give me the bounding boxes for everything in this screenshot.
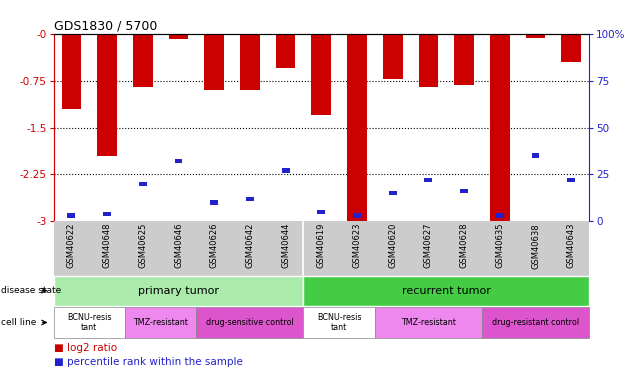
Text: GDS1830 / 5700: GDS1830 / 5700 [54, 20, 157, 33]
Bar [62, 34, 81, 109]
Bar [133, 34, 152, 87]
Text: GSM40638: GSM40638 [531, 223, 540, 268]
Text: drug-sensitive control: drug-sensitive control [206, 318, 294, 327]
Text: GSM40643: GSM40643 [567, 223, 576, 268]
Text: TMZ-resistant: TMZ-resistant [401, 318, 456, 327]
Text: GSM40626: GSM40626 [210, 223, 219, 268]
Text: GSM40646: GSM40646 [174, 223, 183, 268]
Bar [304, 276, 589, 306]
Bar [561, 34, 581, 62]
Bar [103, 211, 111, 216]
Bar [418, 34, 438, 87]
Bar [383, 34, 403, 79]
Text: ■ log2 ratio: ■ log2 ratio [54, 343, 117, 353]
Text: ■ percentile rank within the sample: ■ percentile rank within the sample [54, 357, 243, 367]
Bar [482, 308, 589, 338]
Text: GSM40627: GSM40627 [424, 223, 433, 268]
Bar [532, 153, 539, 158]
Bar [353, 213, 361, 218]
Bar [375, 308, 482, 338]
Bar [240, 34, 260, 90]
Text: drug-resistant control: drug-resistant control [492, 318, 579, 327]
Text: cell line: cell line [1, 318, 37, 327]
Bar [460, 189, 468, 194]
Bar [197, 308, 304, 338]
Bar [210, 200, 218, 205]
Text: GSM40620: GSM40620 [388, 223, 397, 268]
Bar [204, 34, 224, 90]
Bar [318, 210, 325, 214]
Bar [169, 34, 188, 39]
Text: GSM40619: GSM40619 [317, 223, 326, 268]
Bar [54, 308, 125, 338]
Text: BCNU-resis
tant: BCNU-resis tant [317, 313, 362, 332]
Bar [246, 196, 254, 201]
Bar [304, 308, 375, 338]
Text: recurrent tumor: recurrent tumor [402, 286, 491, 296]
Text: GSM40648: GSM40648 [103, 223, 112, 268]
Bar [425, 178, 432, 182]
Bar [454, 34, 474, 85]
Bar [490, 34, 510, 221]
Bar [175, 159, 183, 164]
Text: GSM40623: GSM40623 [353, 223, 362, 268]
Text: GSM40644: GSM40644 [281, 223, 290, 268]
Bar [276, 34, 295, 68]
Bar [139, 182, 147, 186]
Text: GSM40628: GSM40628 [460, 223, 469, 268]
Text: BCNU-resis
tant: BCNU-resis tant [67, 313, 112, 332]
Bar [389, 191, 397, 195]
Text: GSM40635: GSM40635 [495, 223, 504, 268]
Text: TMZ-resistant: TMZ-resistant [133, 318, 188, 327]
Bar [347, 34, 367, 221]
Text: primary tumor: primary tumor [138, 286, 219, 296]
Text: disease state: disease state [1, 286, 62, 295]
Bar [125, 308, 197, 338]
Text: GSM40622: GSM40622 [67, 223, 76, 268]
Bar [282, 168, 290, 173]
Bar [525, 34, 546, 38]
Bar [567, 178, 575, 182]
Bar [67, 213, 76, 218]
Text: GSM40642: GSM40642 [246, 223, 255, 268]
Bar [311, 34, 331, 115]
Bar [54, 276, 304, 306]
Bar [97, 34, 117, 156]
Bar [496, 213, 504, 218]
Text: GSM40625: GSM40625 [139, 223, 147, 268]
